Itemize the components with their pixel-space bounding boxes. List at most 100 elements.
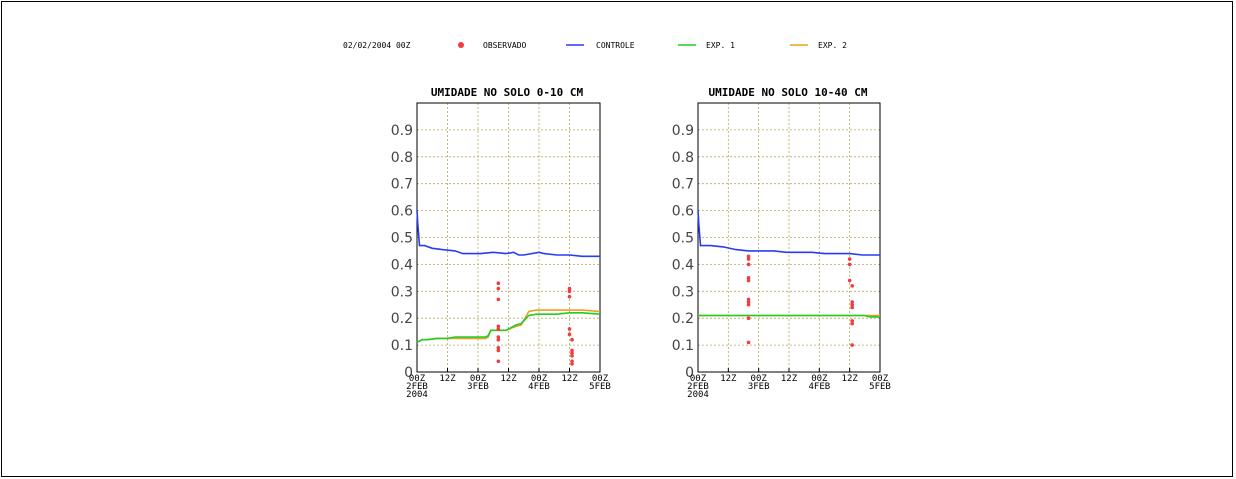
x-tick-label: 00Z <box>690 374 707 384</box>
x-tick-label: 2FEB <box>687 382 709 392</box>
y-tick-label: 0.5 <box>391 231 413 247</box>
y-tick-label: 0.1 <box>672 338 694 354</box>
x-tick-label: 12Z <box>561 374 578 384</box>
observed-point <box>567 294 572 299</box>
y-tick-label: 0.7 <box>391 177 413 193</box>
observed-point <box>746 262 751 267</box>
observed-point <box>746 297 751 302</box>
y-tick-label: 0.1 <box>391 338 413 354</box>
x-tick-label: 2004 <box>406 390 428 400</box>
date-label: 02/02/2004 00Z <box>343 41 411 50</box>
y-tick-label: 0.3 <box>391 284 413 300</box>
observed-point <box>570 351 574 355</box>
y-tick-label: 0.2 <box>391 311 413 327</box>
y-tick-label: 0.9 <box>672 123 694 139</box>
observed-point <box>746 300 751 304</box>
observed-point <box>746 278 751 283</box>
x-tick-label: 5FEB <box>869 382 891 392</box>
x-tick-label: 12Z <box>720 374 737 384</box>
observed-point <box>496 337 501 342</box>
observed-point <box>496 348 501 353</box>
observed-point <box>567 286 572 291</box>
observed-point <box>496 359 501 364</box>
observed-point <box>567 332 572 337</box>
x-tick-label: 5FEB <box>589 382 611 392</box>
series-line-exp-1 <box>698 314 880 318</box>
observed-point <box>570 362 574 366</box>
series-line-exp-2 <box>416 309 601 344</box>
observed-point <box>850 284 854 288</box>
y-tick-label: 0.6 <box>391 204 413 220</box>
chart-legend: 02/02/2004 00Z OBSERVADO CONTROLE EXP. 1… <box>343 41 847 50</box>
x-tick-label: 00Z <box>811 374 828 384</box>
x-tick-label: 12Z <box>781 374 798 384</box>
observed-point <box>496 327 501 331</box>
legend-marker-observado <box>458 42 464 48</box>
observed-point <box>570 348 574 353</box>
x-tick-label: 3FEB <box>748 382 770 392</box>
chart-title: UMIDADE NO SOLO 10-40 CM <box>709 86 868 99</box>
x-tick-label: 00Z <box>751 374 768 384</box>
chart-title: UMIDADE NO SOLO 0-10 CM <box>431 86 584 99</box>
y-tick-label: 0.8 <box>672 150 694 166</box>
x-tick-label: 3FEB <box>467 382 489 392</box>
observed-point <box>850 302 854 307</box>
y-tick-label: 0.6 <box>672 204 694 220</box>
observed-point <box>567 289 572 294</box>
legend-label-observado: OBSERVADO <box>483 41 527 50</box>
series-line-exp-1 <box>416 311 601 344</box>
observed-point <box>570 354 574 358</box>
y-tick-label: 0.3 <box>672 284 694 300</box>
y-tick-label: 0.5 <box>672 231 694 247</box>
x-tick-label: 12Z <box>500 374 517 384</box>
legend-label-exp1: EXP. 1 <box>706 41 735 50</box>
observed-point <box>850 305 854 310</box>
x-tick-label: 00Z <box>531 374 548 384</box>
chart-soil-moisture-10-40cm: UMIDADE NO SOLO 10-40 CM 0 0.1 0.2 0.3 0.4 0.… <box>672 86 891 400</box>
x-tick-label: 4FEB <box>808 382 830 392</box>
x-tick-label: 2004 <box>687 390 709 400</box>
observed-point <box>570 359 574 364</box>
y-tick-label: 0.4 <box>672 257 694 273</box>
observed-point <box>496 335 501 339</box>
series-line-controle <box>697 210 880 256</box>
x-tick-label: 00Z <box>872 374 889 384</box>
y-tick-label: 0 <box>685 365 694 381</box>
observed-point <box>567 327 572 331</box>
y-tick-label: 0 <box>404 365 413 381</box>
y-tick-label: 0.2 <box>672 311 694 327</box>
observed-point <box>496 297 501 302</box>
observed-point <box>570 337 574 342</box>
legend-label-controle: CONTROLE <box>596 41 635 50</box>
observed-point <box>847 278 852 283</box>
observed-point <box>746 254 751 259</box>
x-tick-label: 00Z <box>409 374 426 384</box>
observed-point <box>746 302 751 307</box>
observed-point <box>850 300 854 304</box>
observed-point <box>746 340 751 345</box>
x-tick-label: 00Z <box>592 374 609 384</box>
observed-point <box>496 324 501 329</box>
observed-point <box>746 276 751 280</box>
observed-point <box>847 262 852 267</box>
observed-point <box>496 345 501 350</box>
observed-point <box>496 281 501 286</box>
series-line-controle <box>416 210 600 258</box>
x-tick-label: 00Z <box>470 374 487 384</box>
chart-soil-moisture-0-10cm: UMIDADE NO SOLO 0-10 CM 0 0.1 0.2 0.3 0.4 0.5… <box>391 86 611 400</box>
observed-point <box>746 316 751 321</box>
y-tick-label: 0.4 <box>391 257 413 273</box>
observed-point <box>496 286 501 291</box>
observed-point <box>850 321 854 326</box>
legend-label-exp2: EXP. 2 <box>818 41 847 50</box>
y-tick-label: 0.8 <box>391 150 413 166</box>
observed-point <box>847 257 852 261</box>
x-tick-label: 4FEB <box>528 382 550 392</box>
x-tick-label: 2FEB <box>406 382 428 392</box>
observed-point <box>746 257 751 261</box>
y-tick-label: 0.9 <box>391 123 413 139</box>
x-tick-label: 12Z <box>842 374 859 384</box>
x-tick-label: 12Z <box>439 374 456 384</box>
